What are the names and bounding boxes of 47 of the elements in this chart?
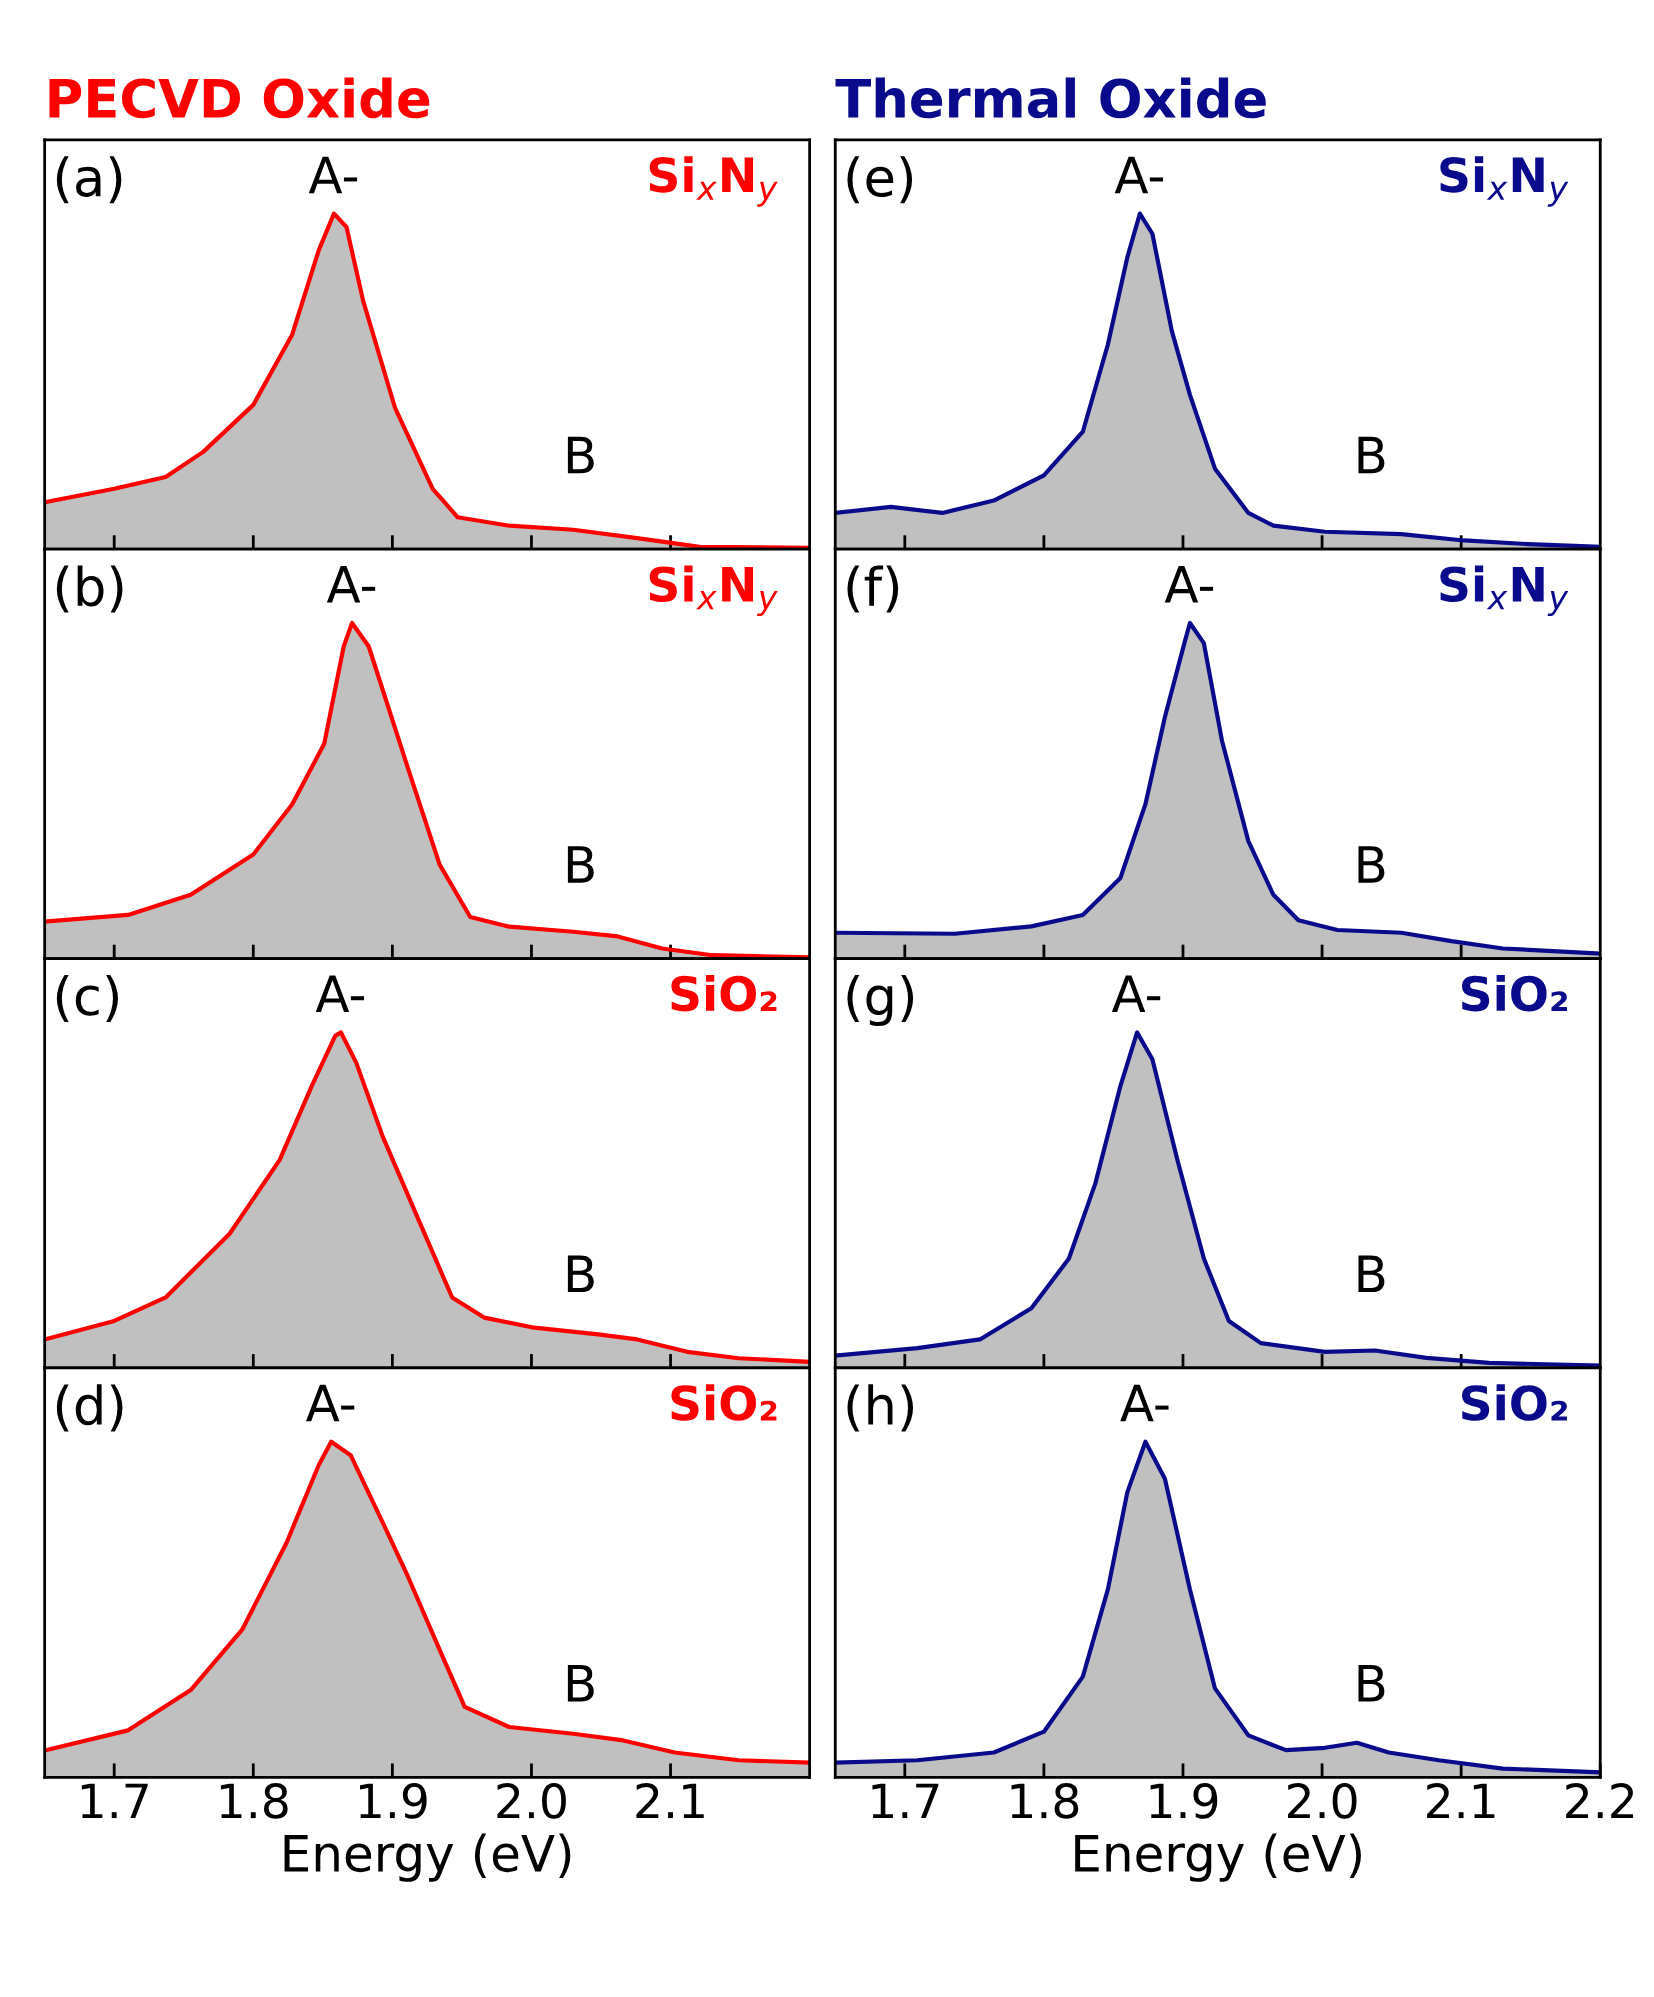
text: Si$_{x}$N$_{y}$ [1440, 156, 1569, 207]
x-tick-label: 1.7 [872, 1783, 939, 1819]
text: A- [1120, 1384, 1169, 1422]
text: (a) [56, 156, 122, 204]
x-tick-label: 1.7 [81, 1783, 148, 1819]
text: A- [308, 156, 358, 194]
annotation: B [1358, 1664, 1385, 1702]
x-tick-label: 2.0 [1287, 1783, 1357, 1819]
annotation: B [1358, 436, 1385, 474]
text: SiO₂ [1462, 974, 1567, 1012]
text: SiO₂ [1462, 1384, 1567, 1421]
text: (e) [847, 156, 913, 204]
x-tick-label: 2.1 [1427, 1783, 1495, 1819]
x-tick-label: 1.9 [1150, 1783, 1218, 1819]
x-tick-label: 2.1 [636, 1783, 704, 1819]
text: (g) [847, 974, 914, 1027]
chart-title: Thermal Oxide [835, 77, 1266, 119]
annotation: B [567, 1255, 594, 1293]
x-axis-title: Energy (eV) [284, 1833, 571, 1882]
x-tick-label: 2.2 [1566, 1783, 1634, 1819]
annotation: B [1358, 846, 1385, 883]
text: (d) [56, 1384, 123, 1432]
x-tick-label: 1.8 [220, 1783, 288, 1819]
text: A- [326, 566, 376, 603]
text: Si$_{x}$N$_{y}$ [649, 565, 778, 617]
annotation: B [567, 1664, 594, 1702]
text: A- [1114, 156, 1163, 194]
annotation: B [567, 846, 594, 883]
chart-title: PECVD Oxide [49, 77, 430, 119]
text: (b) [56, 565, 123, 613]
x-tick-label: 1.9 [360, 1783, 427, 1819]
text: SiO₂ [671, 974, 777, 1012]
text: (f) [847, 565, 899, 613]
text: Si$_{x}$N$_{y}$ [649, 156, 778, 207]
text: A- [1164, 566, 1214, 603]
x-axis-title: Energy (eV) [1075, 1833, 1361, 1882]
text: Si$_{x}$N$_{y}$ [1440, 565, 1569, 617]
text: SiO₂ [671, 1384, 777, 1421]
text: A- [306, 1384, 355, 1422]
text: A- [315, 975, 365, 1012]
annotation: B [1358, 1255, 1385, 1293]
text: (c) [56, 974, 118, 1022]
text: (h) [847, 1384, 914, 1432]
annotation: B [567, 436, 594, 474]
text: A- [1111, 975, 1161, 1012]
x-tick-label: 2.0 [497, 1783, 566, 1819]
x-tick-label: 1.8 [1011, 1783, 1079, 1819]
